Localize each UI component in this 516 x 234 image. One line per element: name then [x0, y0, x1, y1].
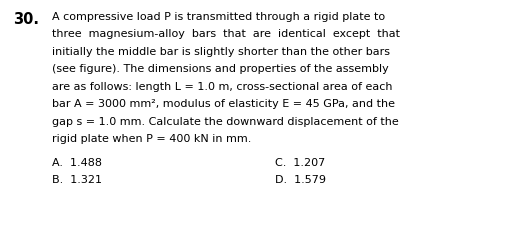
Text: 30.: 30. [13, 12, 39, 27]
Text: gap s = 1.0 mm. Calculate the downward displacement of the: gap s = 1.0 mm. Calculate the downward d… [52, 117, 399, 127]
Text: (see figure). The dimensions and properties of the assembly: (see figure). The dimensions and propert… [52, 65, 389, 74]
Text: bar A = 3000 mm², modulus of elasticity E = 45 GPa, and the: bar A = 3000 mm², modulus of elasticity … [52, 99, 395, 110]
Text: D.  1.579: D. 1.579 [275, 176, 326, 186]
Text: A.  1.488: A. 1.488 [52, 158, 102, 168]
Text: rigid plate when P = 400 kN in mm.: rigid plate when P = 400 kN in mm. [52, 135, 251, 145]
Text: are as follows: length L = 1.0 m, cross-sectional area of each: are as follows: length L = 1.0 m, cross-… [52, 82, 393, 92]
Text: initially the middle bar is slightly shorter than the other bars: initially the middle bar is slightly sho… [52, 47, 390, 57]
Text: three  magnesium-alloy  bars  that  are  identical  except  that: three magnesium-alloy bars that are iden… [52, 29, 400, 40]
Text: C.  1.207: C. 1.207 [275, 158, 325, 168]
Text: A compressive load P is transmitted through a rigid plate to: A compressive load P is transmitted thro… [52, 12, 385, 22]
Text: B.  1.321: B. 1.321 [52, 176, 102, 186]
